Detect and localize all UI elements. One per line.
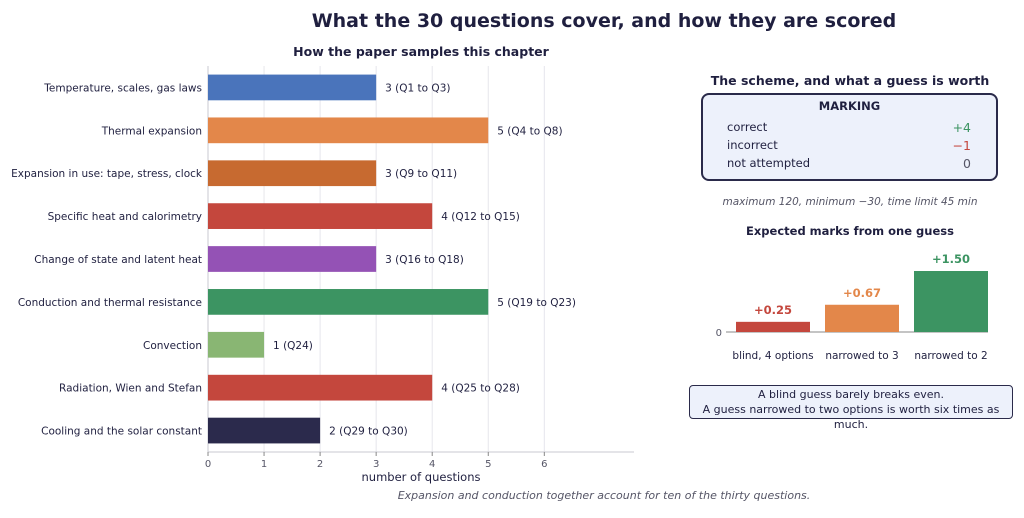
bar-value-label: 1 (Q24) bbox=[273, 340, 313, 352]
bar-value-label: 3 (Q16 to Q18) bbox=[385, 254, 464, 266]
expected-chart-title: Expected marks from one guess bbox=[746, 224, 954, 238]
category-label: Specific heat and calorimetry bbox=[48, 211, 202, 223]
marking-label: not attempted bbox=[727, 156, 811, 170]
category-label: Expansion in use: tape, stress, clock bbox=[11, 168, 203, 180]
category-label: Radiation, Wien and Stefan bbox=[59, 383, 202, 395]
bar-value-label: 5 (Q4 to Q8) bbox=[497, 125, 562, 137]
marking-row-not-attempted: not attempted 0 bbox=[727, 156, 971, 171]
marking-heading: MARKING bbox=[818, 99, 881, 113]
marking-row-incorrect: incorrect −1 bbox=[727, 138, 971, 153]
marking-value: 0 bbox=[963, 156, 971, 171]
note-line-2: A guess narrowed to two options is worth… bbox=[702, 403, 1000, 431]
score-limits: maximum 120, minimum −30, time limit 45 … bbox=[722, 196, 978, 208]
category-label: blind, 4 options bbox=[732, 350, 813, 362]
left-chart-title: How the paper samples this chapter bbox=[293, 44, 549, 59]
x-axis-label: number of questions bbox=[362, 470, 481, 484]
category-label: Change of state and latent heat bbox=[34, 254, 202, 266]
bar-value-label: +0.25 bbox=[754, 303, 792, 317]
category-label: Convection bbox=[143, 340, 202, 352]
marking-row-correct: correct +4 bbox=[727, 120, 971, 135]
bar bbox=[914, 271, 988, 332]
bar-value-label: +1.50 bbox=[932, 252, 970, 266]
expected-marks-chart: 0 +0.25 blind, 4 options +0.67 narrowed to 3… bbox=[716, 252, 988, 362]
left-chart-x-ticks: 0 1 2 3 4 5 6 bbox=[205, 452, 548, 470]
bar bbox=[208, 374, 433, 401]
marking-value: +4 bbox=[952, 120, 971, 135]
bar-value-label: 2 (Q29 to Q30) bbox=[329, 426, 408, 438]
category-label: Temperature, scales, gas laws bbox=[43, 82, 202, 94]
marking-box: MARKING correct +4 incorrect −1 not atte… bbox=[701, 93, 998, 181]
bar bbox=[208, 203, 433, 229]
y-tick-label: 0 bbox=[716, 328, 722, 339]
bar-value-label: 4 (Q25 to Q28) bbox=[441, 383, 520, 395]
bar bbox=[825, 304, 899, 332]
x-tick-label: 3 bbox=[373, 459, 379, 470]
x-tick-label: 5 bbox=[485, 459, 491, 470]
bar bbox=[736, 321, 810, 332]
bar-value-label: 4 (Q12 to Q15) bbox=[441, 211, 520, 223]
marking-value: −1 bbox=[952, 138, 971, 153]
note-line-1: A blind guess barely breaks even. bbox=[758, 388, 944, 401]
page-title: What the 30 questions cover, and how the… bbox=[311, 10, 897, 32]
category-label: narrowed to 2 bbox=[914, 350, 987, 362]
takeaway-note: A blind guess barely breaks even. A gues… bbox=[689, 385, 1013, 431]
bar bbox=[208, 417, 321, 444]
bar bbox=[208, 74, 377, 101]
bar bbox=[208, 246, 377, 272]
bar bbox=[208, 117, 489, 144]
bar-value-label: 3 (Q1 to Q3) bbox=[385, 82, 450, 94]
bar-value-label: 3 (Q9 to Q11) bbox=[385, 168, 457, 180]
bar bbox=[208, 160, 377, 187]
x-tick-label: 4 bbox=[429, 459, 435, 470]
coverage-chart: Temperature, scales, gas laws 3 (Q1 to Q3… bbox=[11, 66, 634, 484]
x-tick-label: 2 bbox=[317, 459, 323, 470]
category-label: Thermal expansion bbox=[101, 125, 202, 137]
category-label: Cooling and the solar constant bbox=[41, 426, 202, 438]
marking-label: incorrect bbox=[727, 138, 778, 152]
marking-label: correct bbox=[727, 120, 768, 134]
x-tick-label: 6 bbox=[541, 459, 547, 470]
left-chart-bars: Temperature, scales, gas laws 3 (Q1 to Q3… bbox=[11, 74, 576, 444]
category-label: narrowed to 3 bbox=[825, 350, 898, 362]
expected-chart-bars: 0 +0.25 blind, 4 options +0.67 narrowed to 3… bbox=[716, 252, 988, 362]
footer-caption: Expansion and conduction together accoun… bbox=[397, 489, 811, 502]
bar bbox=[208, 289, 489, 315]
category-label: Conduction and thermal resistance bbox=[18, 297, 202, 309]
x-tick-label: 1 bbox=[261, 459, 267, 470]
x-tick-label: 0 bbox=[205, 459, 211, 470]
scheme-title: The scheme, and what a guess is worth bbox=[710, 73, 990, 88]
bar bbox=[208, 331, 265, 358]
bar-value-label: 5 (Q19 to Q23) bbox=[497, 297, 576, 309]
bar-value-label: +0.67 bbox=[843, 286, 881, 300]
